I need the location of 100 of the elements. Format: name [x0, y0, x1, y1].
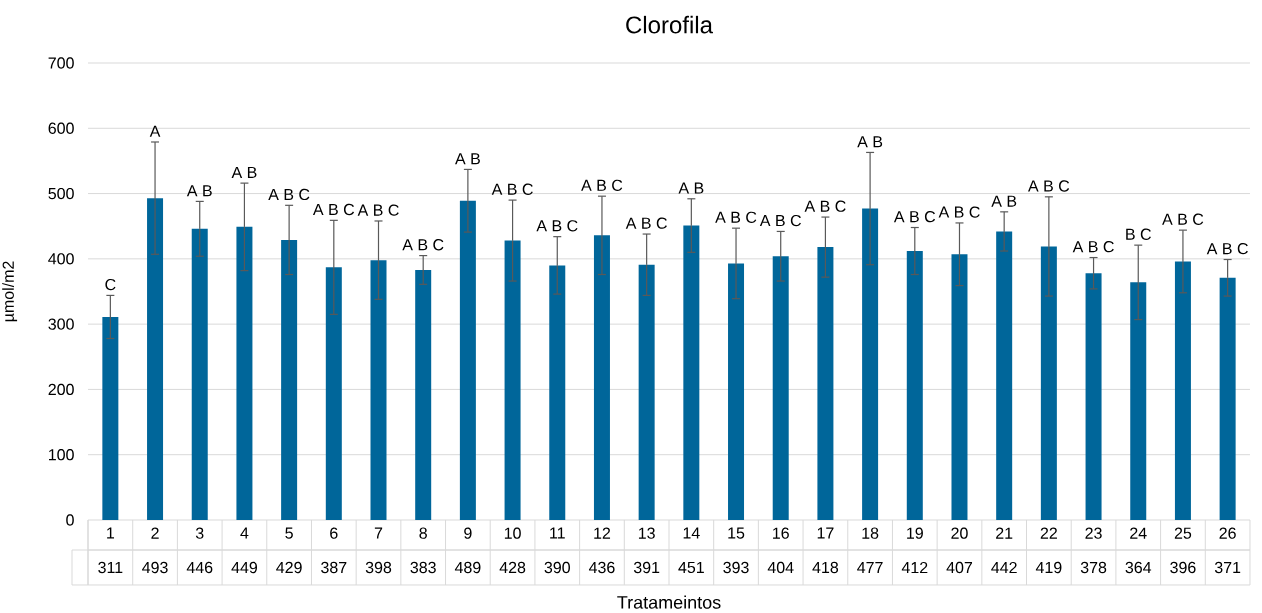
data-label: 429	[276, 561, 302, 574]
y-tick-label: 0	[66, 514, 74, 526]
data-label: 419	[1035, 561, 1062, 574]
bar	[593, 235, 610, 520]
data-label: 311	[98, 561, 123, 574]
bar	[817, 247, 834, 520]
bar	[728, 263, 745, 520]
bar	[325, 267, 342, 520]
data-label: 378	[1080, 561, 1107, 574]
x-tick-label: 19	[907, 527, 923, 539]
annotation: A B	[455, 153, 480, 165]
data-label: 451	[678, 561, 704, 574]
bar	[638, 264, 655, 520]
data-label: 390	[544, 561, 570, 574]
annotation: A	[149, 125, 161, 137]
bar	[1174, 261, 1191, 520]
x-tick-label: 11	[550, 527, 565, 539]
annotation: A B C	[312, 203, 355, 216]
x-tick-label: 4	[240, 527, 249, 539]
data-label: 446	[186, 561, 213, 574]
annotation: A B C	[402, 239, 444, 251]
bar	[1085, 273, 1102, 520]
bar	[996, 231, 1013, 520]
x-tick-label: 15	[728, 527, 745, 539]
y-tick-label: 200	[48, 383, 74, 396]
data-label: 428	[499, 561, 526, 574]
x-tick-label: 10	[504, 527, 521, 539]
y-tick-label: 100	[49, 449, 74, 461]
x-tick-label: 1	[107, 527, 115, 539]
bar	[102, 316, 119, 520]
y-tick-label: 700	[48, 57, 74, 69]
x-tick-label: 6	[330, 527, 338, 539]
data-label: 387	[321, 561, 347, 574]
data-label: 371	[1214, 561, 1241, 574]
bar	[772, 256, 789, 520]
x-tick-label: 17	[817, 527, 834, 539]
data-label: 391	[633, 561, 660, 574]
data-label: 398	[365, 561, 392, 574]
bar	[1219, 277, 1236, 520]
annotation: A B C	[1206, 242, 1248, 255]
annotation: A B C	[804, 200, 846, 212]
x-tick-label: 7	[374, 527, 383, 539]
annotation: A B C	[491, 183, 533, 195]
x-tick-label: 16	[773, 527, 789, 539]
data-label: 404	[767, 561, 794, 574]
x-tick-label: 26	[1219, 527, 1236, 539]
data-label: 407	[946, 561, 973, 574]
x-tick-label: 9	[464, 527, 472, 539]
data-label: 493	[142, 561, 168, 574]
bar	[370, 260, 387, 520]
bar	[236, 226, 253, 520]
x-axis-title: Tratameintos	[617, 595, 721, 609]
x-tick-label: 14	[683, 527, 700, 539]
annotation: A B C	[1028, 180, 1070, 192]
chart-title: Clorofila	[626, 15, 713, 34]
annotation: A B C	[1162, 213, 1204, 225]
data-label: 449	[231, 561, 258, 574]
x-tick-label: 12	[594, 527, 611, 539]
y-tick-label: 500	[48, 187, 74, 200]
data-label: 412	[901, 561, 928, 574]
x-tick-label: 24	[1130, 527, 1147, 539]
annotation: A B C	[1072, 241, 1114, 253]
data-label: 418	[812, 561, 839, 574]
annotation: A B C	[938, 206, 980, 218]
x-tick-label: 8	[419, 527, 427, 539]
data-label: 396	[1170, 561, 1196, 574]
annotation: A B C	[893, 210, 936, 223]
x-tick-label: 5	[285, 527, 293, 539]
annotation: A B C	[357, 204, 399, 216]
annotation: A B	[991, 195, 1017, 207]
annotation: A B C	[625, 217, 667, 229]
data-label: 489	[454, 561, 481, 574]
annotation: C	[105, 278, 116, 291]
annotation: A B C	[268, 188, 310, 201]
x-tick-label: 18	[862, 527, 879, 539]
y-tick-label: 600	[48, 122, 74, 134]
bar	[1130, 282, 1147, 520]
x-tick-label: 23	[1085, 527, 1102, 539]
bar	[906, 251, 923, 520]
annotation: A B	[678, 182, 704, 194]
annotation: A B	[186, 185, 212, 197]
x-tick-label: 22	[1040, 527, 1057, 539]
bar	[191, 228, 208, 520]
bar	[549, 265, 566, 520]
x-tick-label: 2	[151, 527, 159, 539]
data-label: 364	[1125, 561, 1152, 574]
annotation: B C	[1126, 228, 1151, 240]
bar	[862, 208, 879, 520]
annotation: A B C	[715, 211, 757, 223]
bar	[459, 200, 476, 520]
annotation: A B C	[759, 214, 801, 227]
annotation: A B	[857, 136, 883, 148]
bar	[147, 198, 164, 520]
x-tick-label: 25	[1174, 527, 1192, 539]
annotation: A B C	[536, 220, 578, 232]
bar	[951, 254, 968, 520]
annotation: A B C	[581, 179, 623, 191]
y-axis-title: µmol/m2	[2, 261, 18, 322]
y-tick-label: 300	[48, 318, 74, 330]
annotation: A B	[231, 166, 257, 178]
